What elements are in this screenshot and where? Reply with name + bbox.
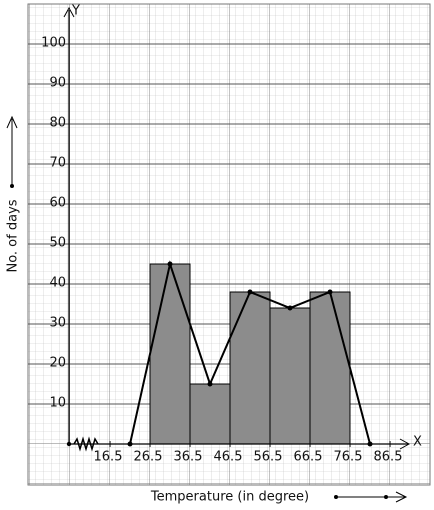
origin-dot <box>66 441 72 447</box>
x-arrow <box>399 438 411 450</box>
x-tick-label: 46.5 <box>214 450 243 465</box>
bar <box>189 383 231 445</box>
x-tick-label: 26.5 <box>134 450 163 465</box>
y-tick-label: 60 <box>49 196 66 211</box>
y-tick-label: 10 <box>49 396 66 411</box>
x-tick-label: 56.5 <box>254 450 283 465</box>
x-label-arrow-dot <box>384 495 388 499</box>
polygon-point <box>287 305 293 311</box>
bar <box>229 291 271 445</box>
y-tick-label: 50 <box>49 236 66 251</box>
polygon-point <box>247 289 253 295</box>
y-tick-label: 40 <box>49 276 66 291</box>
y-tick-label: 90 <box>49 76 66 91</box>
axis-break <box>73 436 99 452</box>
x-label-arrowhead <box>395 491 408 503</box>
polygon-point <box>207 381 213 387</box>
x-tick-label: 16.5 <box>94 450 123 465</box>
x-axis-name: X <box>413 435 422 450</box>
bar <box>269 307 311 445</box>
polygon-point <box>327 289 333 295</box>
x-tick-label: 86.5 <box>374 450 403 465</box>
y-label-arrow-dot <box>10 184 14 188</box>
y-tick-label: 20 <box>49 356 66 371</box>
y-tick-label: 80 <box>49 116 66 131</box>
bar <box>309 291 351 445</box>
y-tick-label: 70 <box>49 156 66 171</box>
y-tick-label: 100 <box>41 36 66 51</box>
x-tick-label: 36.5 <box>174 450 203 465</box>
y-tick-label: 30 <box>49 316 66 331</box>
x-tick-label: 66.5 <box>294 450 323 465</box>
polygon-point <box>127 441 133 447</box>
y-label-arrowhead <box>6 115 18 129</box>
y-arrow <box>63 6 75 18</box>
y-axis-name: Y <box>71 4 80 19</box>
x-label: Temperature (in degree) <box>150 490 309 505</box>
bar <box>149 263 191 445</box>
polygon-point <box>167 261 173 267</box>
y-label: No. of days <box>6 199 21 272</box>
x-label-arrow-dot <box>334 495 338 499</box>
polygon-point <box>367 441 373 447</box>
x-tick-label: 76.5 <box>334 450 363 465</box>
